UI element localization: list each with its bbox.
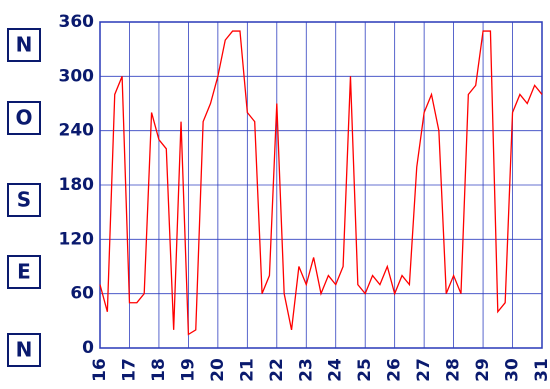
x-tick-label: 21	[237, 358, 257, 382]
x-tick-label: 30	[503, 358, 523, 382]
x-tick-label: 19	[178, 358, 198, 382]
x-tick-label: 18	[149, 358, 169, 382]
x-tick-label: 16	[90, 358, 110, 382]
y-tick-label: 300	[59, 66, 95, 86]
x-tick-label: 23	[296, 358, 316, 382]
compass-box	[7, 333, 41, 367]
x-tick-label: 29	[473, 358, 493, 382]
compass-box	[7, 255, 41, 289]
compass-label: N	[16, 338, 33, 362]
x-tick-label: 31	[532, 358, 550, 382]
x-tick-label: 24	[326, 358, 346, 382]
y-tick-label: 240	[59, 121, 95, 141]
x-tick-label: 20	[208, 358, 228, 382]
y-tick-label: 60	[70, 284, 94, 304]
compass-label: E	[17, 260, 31, 284]
compass-label: S	[17, 188, 31, 212]
compass-label: O	[15, 106, 32, 130]
x-tick-label: 17	[119, 358, 139, 382]
y-tick-label: 180	[59, 175, 95, 195]
compass-label: N	[16, 33, 33, 57]
y-tick-label: 0	[82, 338, 94, 358]
y-tick-label: 120	[59, 229, 95, 249]
data-line	[99, 30, 543, 336]
x-tick-label: 28	[444, 358, 464, 382]
compass-box	[7, 183, 41, 217]
x-tick-label: 25	[355, 358, 375, 382]
x-tick-label: 22	[267, 358, 287, 382]
y-tick-label: 360	[59, 12, 95, 32]
x-tick-label: 26	[385, 358, 405, 382]
compass-box	[7, 28, 41, 62]
compass-box	[7, 101, 41, 135]
x-tick-label: 27	[414, 358, 434, 382]
